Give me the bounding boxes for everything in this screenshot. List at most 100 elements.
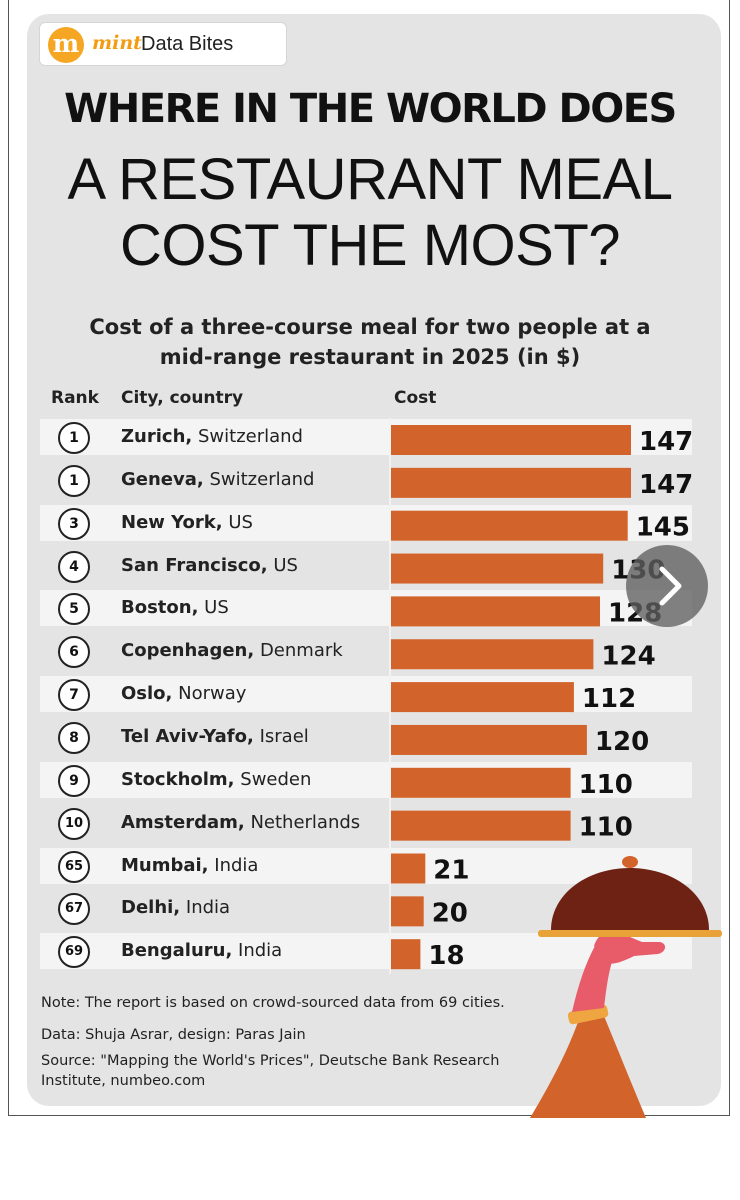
rank-badge: 67	[58, 893, 90, 926]
column-header-rank: Rank	[51, 388, 99, 408]
rank-badge: 7	[58, 679, 90, 712]
bar	[391, 467, 631, 498]
table-row: 65 Mumbai, India	[40, 847, 692, 884]
bar	[391, 724, 587, 755]
table-row: 8 Tel Aviv-Yafo, Israel	[40, 719, 692, 755]
rank-badge: 5	[58, 593, 90, 626]
value-label: 20	[432, 898, 468, 928]
country-name: Denmark	[259, 640, 343, 662]
infographic-frame: m mint Data Bites	[8, 0, 730, 1116]
country-name: Switzerland	[197, 426, 303, 447]
city-name: San Francisco,	[121, 554, 268, 576]
headline-line-1: WHERE IN THE WORLD DOES	[64, 86, 677, 132]
tray-shape	[538, 930, 722, 937]
city-name: Bengaluru,	[121, 940, 233, 962]
table-row: 9 Stockholm, Sweden	[40, 761, 692, 798]
data-credit-text: Data: Shuja Asrar, design: Paras Jain	[41, 1027, 306, 1043]
country-name: US	[204, 597, 229, 619]
country-name: Israel	[259, 725, 309, 747]
table-row: 6 Copenhagen, Denmark	[40, 633, 692, 669]
next-slide-button[interactable]	[626, 545, 708, 627]
subtitle-line-1: Cost of a three-course meal for two peop…	[89, 315, 651, 339]
column-header-cost: Cost	[394, 388, 437, 408]
column-header-city: City, country	[121, 388, 244, 408]
chart-subtitle: Cost of a three-course meal for two peop…	[0, 312, 740, 372]
mint-logo-icon: m	[48, 27, 84, 63]
bar	[391, 853, 426, 884]
city-name: Tel Aviv-Yafo,	[121, 725, 254, 747]
headline-line-3: COST THE MOST?	[119, 213, 621, 278]
bars-group	[391, 425, 631, 970]
rank-badge: 1	[58, 422, 90, 454]
rank-badge: 10	[58, 807, 90, 840]
rank-badge: 3	[58, 507, 90, 540]
city-country-label: Tel Aviv-Yafo, Israel	[121, 726, 309, 747]
table-row: 1 Geneva, Switzerland	[40, 462, 692, 498]
city-country-label: Boston, US	[121, 597, 229, 618]
table-row: 67 Delhi, India	[40, 890, 692, 926]
headline-line-2: A RESTAURANT MEAL	[67, 147, 673, 212]
rank-badge: 8	[58, 721, 90, 754]
table-row: 7 Oslo, Norway	[40, 676, 692, 713]
bar	[391, 596, 600, 627]
city-name: New York,	[121, 511, 223, 533]
bracelet-shape	[567, 1004, 609, 1025]
value-label: 110	[579, 813, 633, 843]
bar	[391, 896, 424, 927]
city-name: Amsterdam,	[121, 811, 245, 833]
city-name: Stockholm,	[121, 768, 235, 790]
table-row: 3 New York, US	[40, 504, 692, 541]
bar	[391, 553, 604, 584]
city-name: Zurich,	[121, 426, 193, 447]
hand-shape	[594, 931, 666, 964]
value-label: 21	[433, 856, 469, 886]
country-name: India	[214, 854, 259, 876]
bar	[391, 682, 574, 713]
value-label: 145	[636, 513, 690, 543]
bar	[391, 425, 631, 455]
country-name: Sweden	[240, 768, 312, 790]
city-country-label: Geneva, Switzerland	[121, 469, 314, 490]
rank-badge: 9	[58, 764, 90, 797]
country-name: India	[238, 940, 283, 962]
country-name: Switzerland	[209, 468, 315, 490]
city-country-label: Delhi, India	[121, 897, 230, 918]
rank-badge: 4	[58, 550, 90, 583]
city-name: Oslo,	[121, 683, 173, 705]
brand-section: Data Bites	[141, 33, 234, 55]
bar	[391, 639, 594, 670]
city-country-label: San Francisco, US	[121, 555, 298, 576]
note-text: Note: The report is based on crowd-sourc…	[41, 995, 505, 1011]
cloche-knob-shape	[622, 856, 638, 868]
country-name: Norway	[178, 683, 247, 705]
cloche-shape	[551, 868, 709, 930]
value-label: 112	[582, 684, 636, 714]
rank-badge: 69	[58, 936, 90, 969]
rank-badge: 65	[58, 850, 90, 883]
bar	[391, 810, 571, 841]
value-label: 18	[428, 941, 464, 971]
value-label: 120	[595, 727, 649, 757]
country-name: US	[273, 554, 298, 576]
value-label: 147	[639, 470, 693, 500]
value-label: 110	[579, 770, 633, 800]
value-label: 147	[639, 427, 693, 457]
subtitle-line-2: mid-range restaurant in 2025 (in $)	[159, 345, 581, 369]
city-name: Delhi,	[121, 897, 181, 919]
country-name: India	[185, 897, 231, 919]
city-country-label: Copenhagen, Denmark	[121, 640, 343, 661]
table-row: 4 San Francisco, US	[40, 548, 692, 584]
city-country-label: Mumbai, India	[121, 855, 258, 876]
table-row: 69 Bengaluru, India	[40, 933, 692, 970]
city-country-label: New York, US	[121, 512, 253, 533]
brand-wordmark: mint	[92, 32, 142, 54]
city-name: Boston,	[121, 597, 199, 619]
city-country-label: Bengaluru, India	[121, 940, 282, 961]
city-country-label: Oslo, Norway	[121, 683, 246, 704]
source-text-line-1: Source: "Mapping the World's Prices", De…	[41, 1053, 500, 1069]
city-country-label: Zurich, Switzerland	[121, 426, 303, 447]
country-name: US	[228, 511, 253, 533]
rank-badge: 1	[58, 464, 90, 497]
chevron-right-icon	[659, 566, 682, 606]
table-row: 10 Amsterdam, Netherlands	[40, 805, 692, 841]
